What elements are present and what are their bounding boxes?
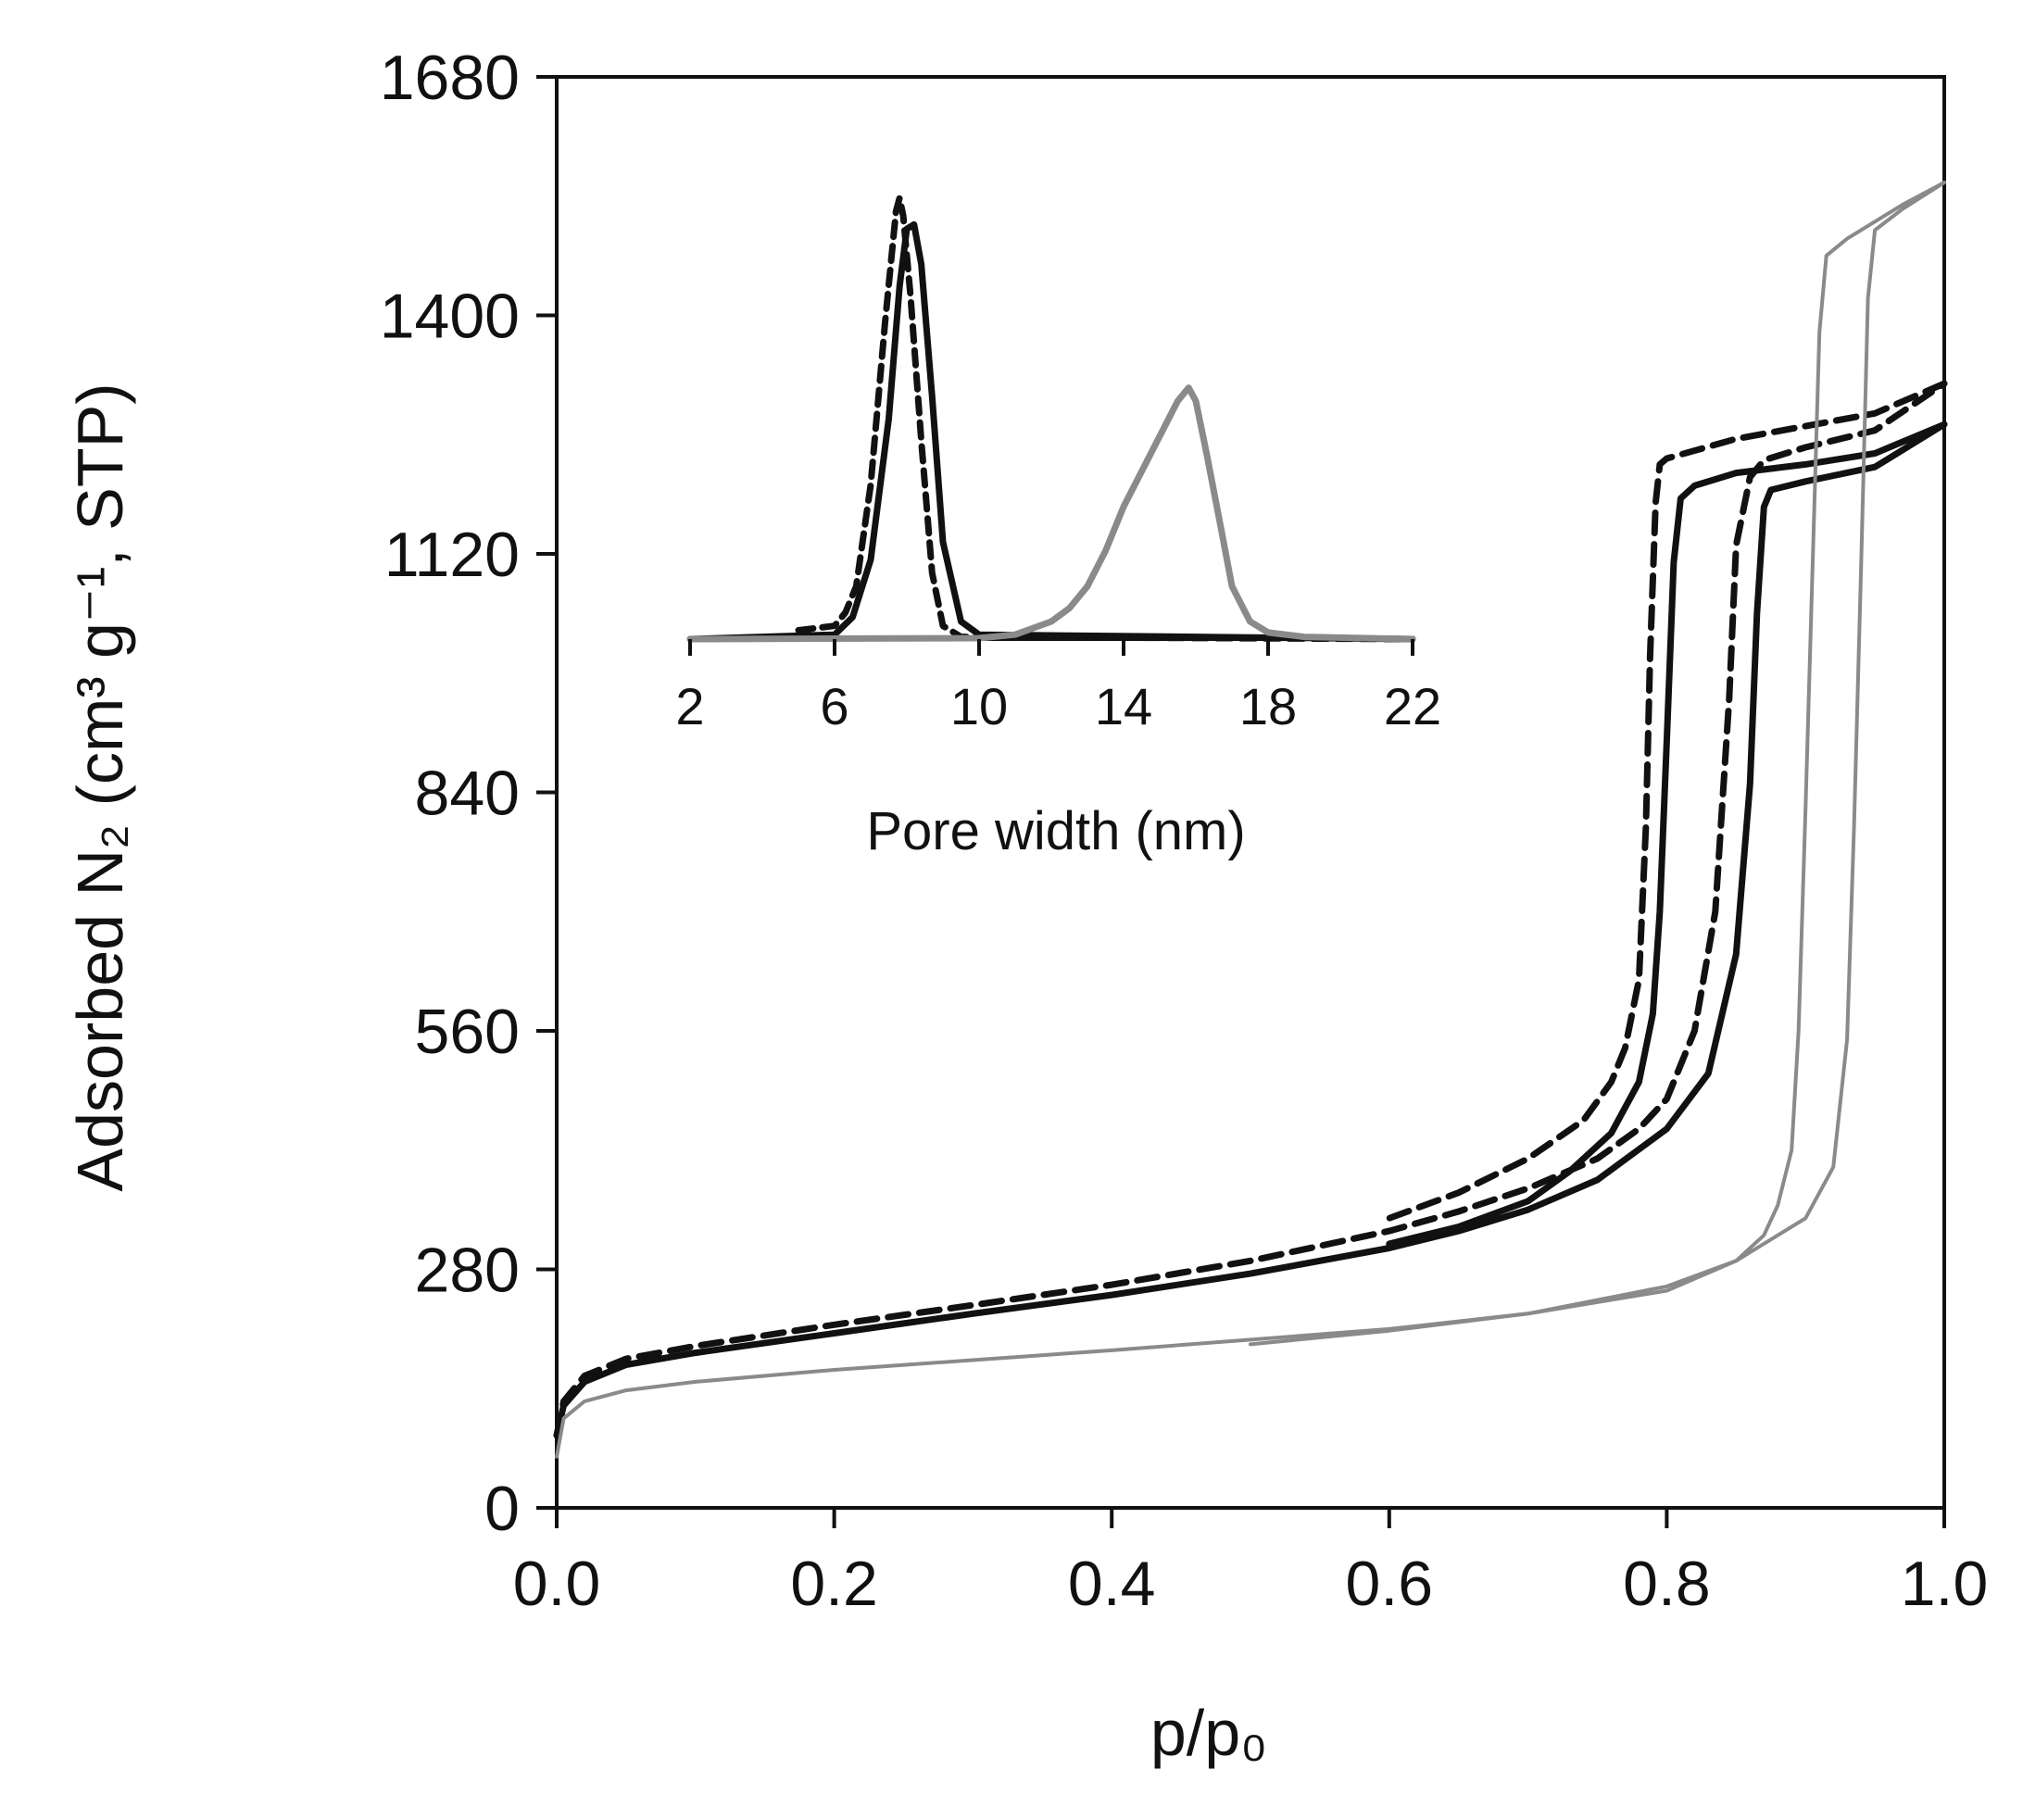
main-plot-frame <box>555 75 1946 1510</box>
inset-x-tick-label: 10 <box>950 677 1008 735</box>
y-tick-label: 280 <box>415 1236 520 1306</box>
inset-x-axis-title: Pore width (nm) <box>866 801 1245 861</box>
x-tick-label: 0.8 <box>1623 1549 1711 1619</box>
inset-x-tick-label: 22 <box>1384 677 1441 735</box>
inset-x-tick-label: 6 <box>820 677 848 735</box>
inset-x-tick-label: 2 <box>675 677 704 735</box>
y-tick-label: 0 <box>484 1474 520 1544</box>
x-tick-label: 0.4 <box>1068 1549 1156 1619</box>
main-series-gray-isotherm-adsorption <box>555 181 1946 1459</box>
y-tick-label: 560 <box>415 997 520 1067</box>
main-series-black-solid-isotherm-adsorption <box>553 420 1948 1439</box>
inset-plot-series <box>686 195 1416 643</box>
main-series-gray-isotherm-desorption <box>1249 181 1946 1347</box>
x-tick-label: 0.2 <box>790 1549 878 1619</box>
x-tick-label: 0.6 <box>1346 1549 1434 1619</box>
main-plot-border <box>555 75 1946 1510</box>
inset-series-gray-psd <box>686 384 1416 643</box>
y-tick-label: 840 <box>415 759 520 829</box>
main-series-black-solid-isotherm-desorption <box>1386 420 1948 1248</box>
main-series-black-dashed-isotherm-desorption <box>1386 380 1948 1222</box>
x-tick-label: 0.0 <box>513 1549 601 1619</box>
inset-x-tick-label: 14 <box>1095 677 1152 735</box>
y-tick-label: 1680 <box>380 43 520 113</box>
y-tick-label: 1400 <box>380 282 520 352</box>
y-tick-label: 1120 <box>384 520 520 590</box>
inset-x-tick-label: 18 <box>1239 677 1297 735</box>
y-axis-title: Adsorbed N₂ (cm³ g⁻¹, STP) <box>64 383 136 1191</box>
inset-series-black-dashed-psd <box>795 195 1416 643</box>
main-series-black-dashed-isotherm-adsorption <box>553 380 1948 1439</box>
x-tick-label: 1.0 <box>1901 1549 1989 1619</box>
inset-plot-ticks: 2 6 10 14 18 22 <box>675 639 1441 735</box>
inset-series-black-solid-psd <box>686 220 1416 643</box>
x-axis-title: p/p₀ <box>1150 1697 1267 1769</box>
main-plot-series <box>553 181 1948 1459</box>
main-plot-ticks: 0.0 0.2 0.4 0.6 0.8 1.0 0 280 560 840 1120 1400 1680 <box>380 43 1989 1619</box>
